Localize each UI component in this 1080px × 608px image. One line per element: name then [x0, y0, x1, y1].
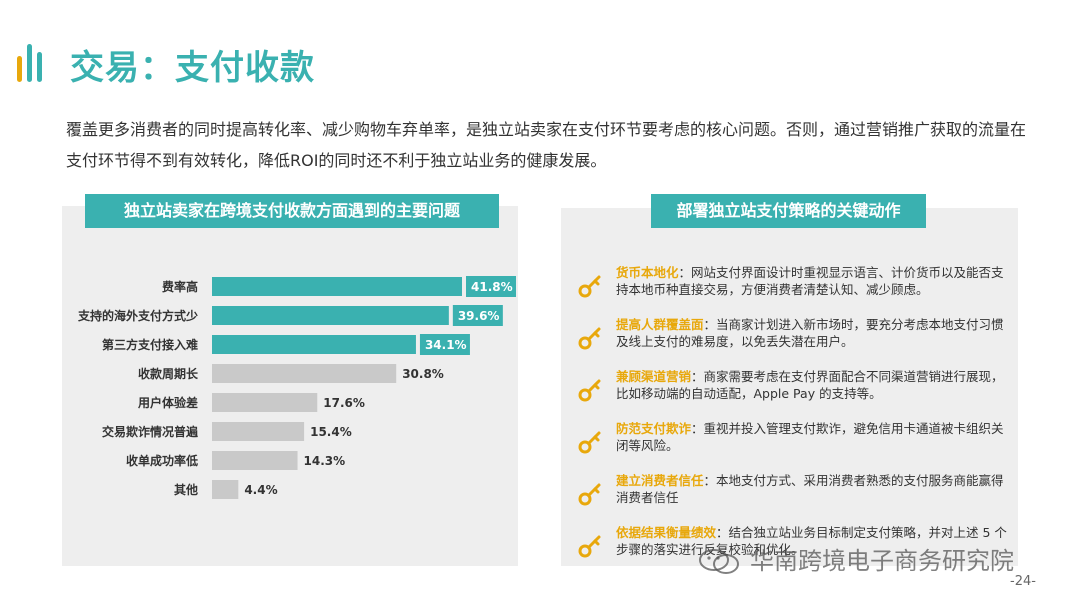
- value-label-bg: [419, 334, 470, 355]
- page-number: -24-: [1010, 574, 1036, 589]
- action-title: 依据结果衡量绩效: [616, 525, 717, 540]
- watermark: 华南跨境电子商务研究院: [698, 544, 1048, 578]
- value-label: 41.8%: [471, 280, 513, 294]
- action-text: 兼顾渠道营销：商家需要考虑在支付界面配合不同渠道营销进行展现，比如移动端的自动适…: [616, 368, 1008, 402]
- key-icon: [578, 431, 601, 454]
- bar: [212, 393, 318, 412]
- logo-bar-2: [27, 44, 32, 82]
- page-title: 交易：支付收款: [70, 48, 315, 88]
- action-item: 兼顾渠道营销：商家需要考虑在支付界面配合不同渠道营销进行展现，比如移动端的自动适…: [578, 368, 1008, 420]
- bar: [212, 480, 239, 499]
- actions-panel-header: 部署独立站支付策略的关键动作: [651, 194, 926, 228]
- category-label: 用户体验差: [137, 395, 198, 410]
- action-item: 提高人群覆盖面：当商家计划进入新市场时，要充分考虑本地支付习惯及线上支付的难易度…: [578, 316, 1008, 368]
- actions-list: 货币本地化：网站支付界面设计时重视显示语言、计价货币以及能否支持本地币种直接交易…: [578, 264, 1008, 576]
- action-item: 防范支付欺诈：重视并投入管理支付欺诈，避免信用卡通道被卡组织关闭等风险。: [578, 420, 1008, 472]
- category-label: 收单成功率低: [126, 453, 198, 468]
- logo-bar-3: [37, 52, 42, 82]
- value-label: 4.4%: [244, 483, 277, 497]
- value-label-bg: [452, 305, 503, 326]
- action-desc: ：重视并投入管理支付欺诈，避免信用卡通道被卡组织关闭等风险。: [616, 421, 1004, 453]
- issues-panel: [62, 206, 518, 566]
- value-label: 34.1%: [425, 338, 467, 352]
- value-label: 30.8%: [402, 367, 444, 381]
- key-icon: [578, 535, 601, 558]
- bar: [212, 422, 305, 441]
- bar: [212, 335, 416, 354]
- category-label: 支持的海外支付方式少: [77, 308, 198, 323]
- action-title: 防范支付欺诈: [616, 421, 692, 436]
- action-text: 货币本地化：网站支付界面设计时重视显示语言、计价货币以及能否支持本地币种直接交易…: [616, 264, 1008, 298]
- action-desc: ：网站支付界面设计时重视显示语言、计价货币以及能否支持本地币种直接交易，方便消费…: [616, 265, 1004, 297]
- value-label-bg: [466, 276, 516, 297]
- action-title: 兼顾渠道营销: [616, 369, 692, 384]
- watermark-text: 华南跨境电子商务研究院: [750, 547, 1014, 575]
- intro-paragraph: 覆盖更多消费者的同时提高转化率、减少购物车弃单率，是独立站卖家在支付环节要考虑的…: [66, 120, 1027, 170]
- category-label: 收款周期长: [138, 366, 199, 381]
- issues-bar-chart: 费率高 41.8% 支持的海外支付方式少 39.6% 第三方支付接入难 34.1% 收款周期…: [77, 276, 516, 499]
- actions-panel: [561, 208, 1018, 566]
- category-label: 交易欺诈情况普遍: [102, 424, 199, 439]
- bar: [212, 364, 397, 383]
- action-desc: ：商家需要考虑在支付界面配合不同渠道营销进行展现，比如移动端的自动适配，Appl…: [616, 369, 1004, 401]
- action-desc: ：当商家计划进入新市场时，要充分考虑本地支付习惯及线上支付的难易度，以免丢失潜在…: [616, 317, 1004, 349]
- issues-panel-header: 独立站卖家在跨境支付收款方面遇到的主要问题: [85, 194, 499, 228]
- bar: [212, 451, 298, 470]
- value-label: 39.6%: [458, 309, 500, 323]
- action-item: 货币本地化：网站支付界面设计时重视显示语言、计价货币以及能否支持本地币种直接交易…: [578, 264, 1008, 316]
- key-icon: [578, 379, 601, 402]
- action-desc: ：本地支付方式、采用消费者熟悉的支付服务商能赢得消费者信任: [616, 473, 1004, 505]
- bar: [212, 306, 449, 325]
- key-icon: [578, 483, 601, 506]
- value-label: 17.6%: [323, 396, 365, 410]
- action-title: 建立消费者信任: [616, 473, 704, 488]
- wechat-icon: [699, 549, 739, 574]
- logo-bar-1: [17, 56, 22, 82]
- key-icon: [578, 327, 601, 350]
- category-label: 第三方支付接入难: [102, 337, 198, 352]
- bar: [212, 277, 462, 296]
- bar-logo-icon: [17, 44, 43, 82]
- key-icon: [578, 275, 601, 298]
- category-label: 费率高: [162, 279, 198, 294]
- action-text: 建立消费者信任：本地支付方式、采用消费者熟悉的支付服务商能赢得消费者信任: [616, 472, 1008, 506]
- action-title: 货币本地化: [616, 265, 679, 280]
- action-text: 提高人群覆盖面：当商家计划进入新市场时，要充分考虑本地支付习惯及线上支付的难易度…: [616, 316, 1008, 350]
- action-item: 建立消费者信任：本地支付方式、采用消费者熟悉的支付服务商能赢得消费者信任: [578, 472, 1008, 524]
- value-label: 14.3%: [304, 454, 346, 468]
- category-label: 其他: [174, 482, 198, 497]
- action-title: 提高人群覆盖面: [616, 317, 704, 332]
- action-text: 防范支付欺诈：重视并投入管理支付欺诈，避免信用卡通道被卡组织关闭等风险。: [616, 420, 1008, 454]
- value-label: 15.4%: [310, 425, 352, 439]
